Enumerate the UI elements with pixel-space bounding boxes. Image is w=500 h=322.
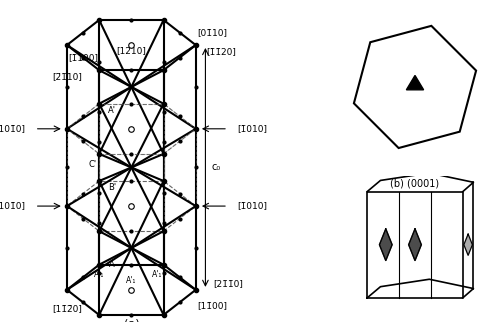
Polygon shape [464,234,472,255]
Polygon shape [406,75,424,90]
Text: B': B' [108,183,116,192]
Text: [2̄1̄10]: [2̄1̄10] [52,72,82,81]
Text: [1̄1̄20]: [1̄1̄20] [206,47,236,56]
Text: [1̄100]: [1̄100] [68,53,98,62]
Text: [21̄1̄0]: [21̄1̄0] [213,279,243,288]
Text: [01̄10]: [01̄10] [197,28,227,37]
Polygon shape [408,229,422,260]
Text: A'₁: A'₁ [94,270,104,279]
Text: [11̄2̄0]: [11̄2̄0] [52,304,82,313]
Text: [1̄010]: [1̄010] [238,202,268,211]
Text: A: A [109,260,115,269]
Text: c₀: c₀ [212,162,221,173]
Text: [101̄0]: [101̄0] [0,124,25,133]
Text: C': C' [88,160,97,169]
Text: A'₁: A'₁ [126,276,136,285]
Text: A'₁: A'₁ [152,270,162,279]
Text: [1̄010]: [1̄010] [238,124,268,133]
Text: [101̄0]: [101̄0] [0,202,25,211]
Text: [11̄00]: [11̄00] [197,301,227,310]
Text: (a): (a) [124,318,139,322]
Text: A': A' [108,106,116,115]
Text: (b) (0001): (b) (0001) [390,179,440,189]
Text: [12̄10]: [12̄10] [116,46,146,55]
Polygon shape [380,229,392,260]
